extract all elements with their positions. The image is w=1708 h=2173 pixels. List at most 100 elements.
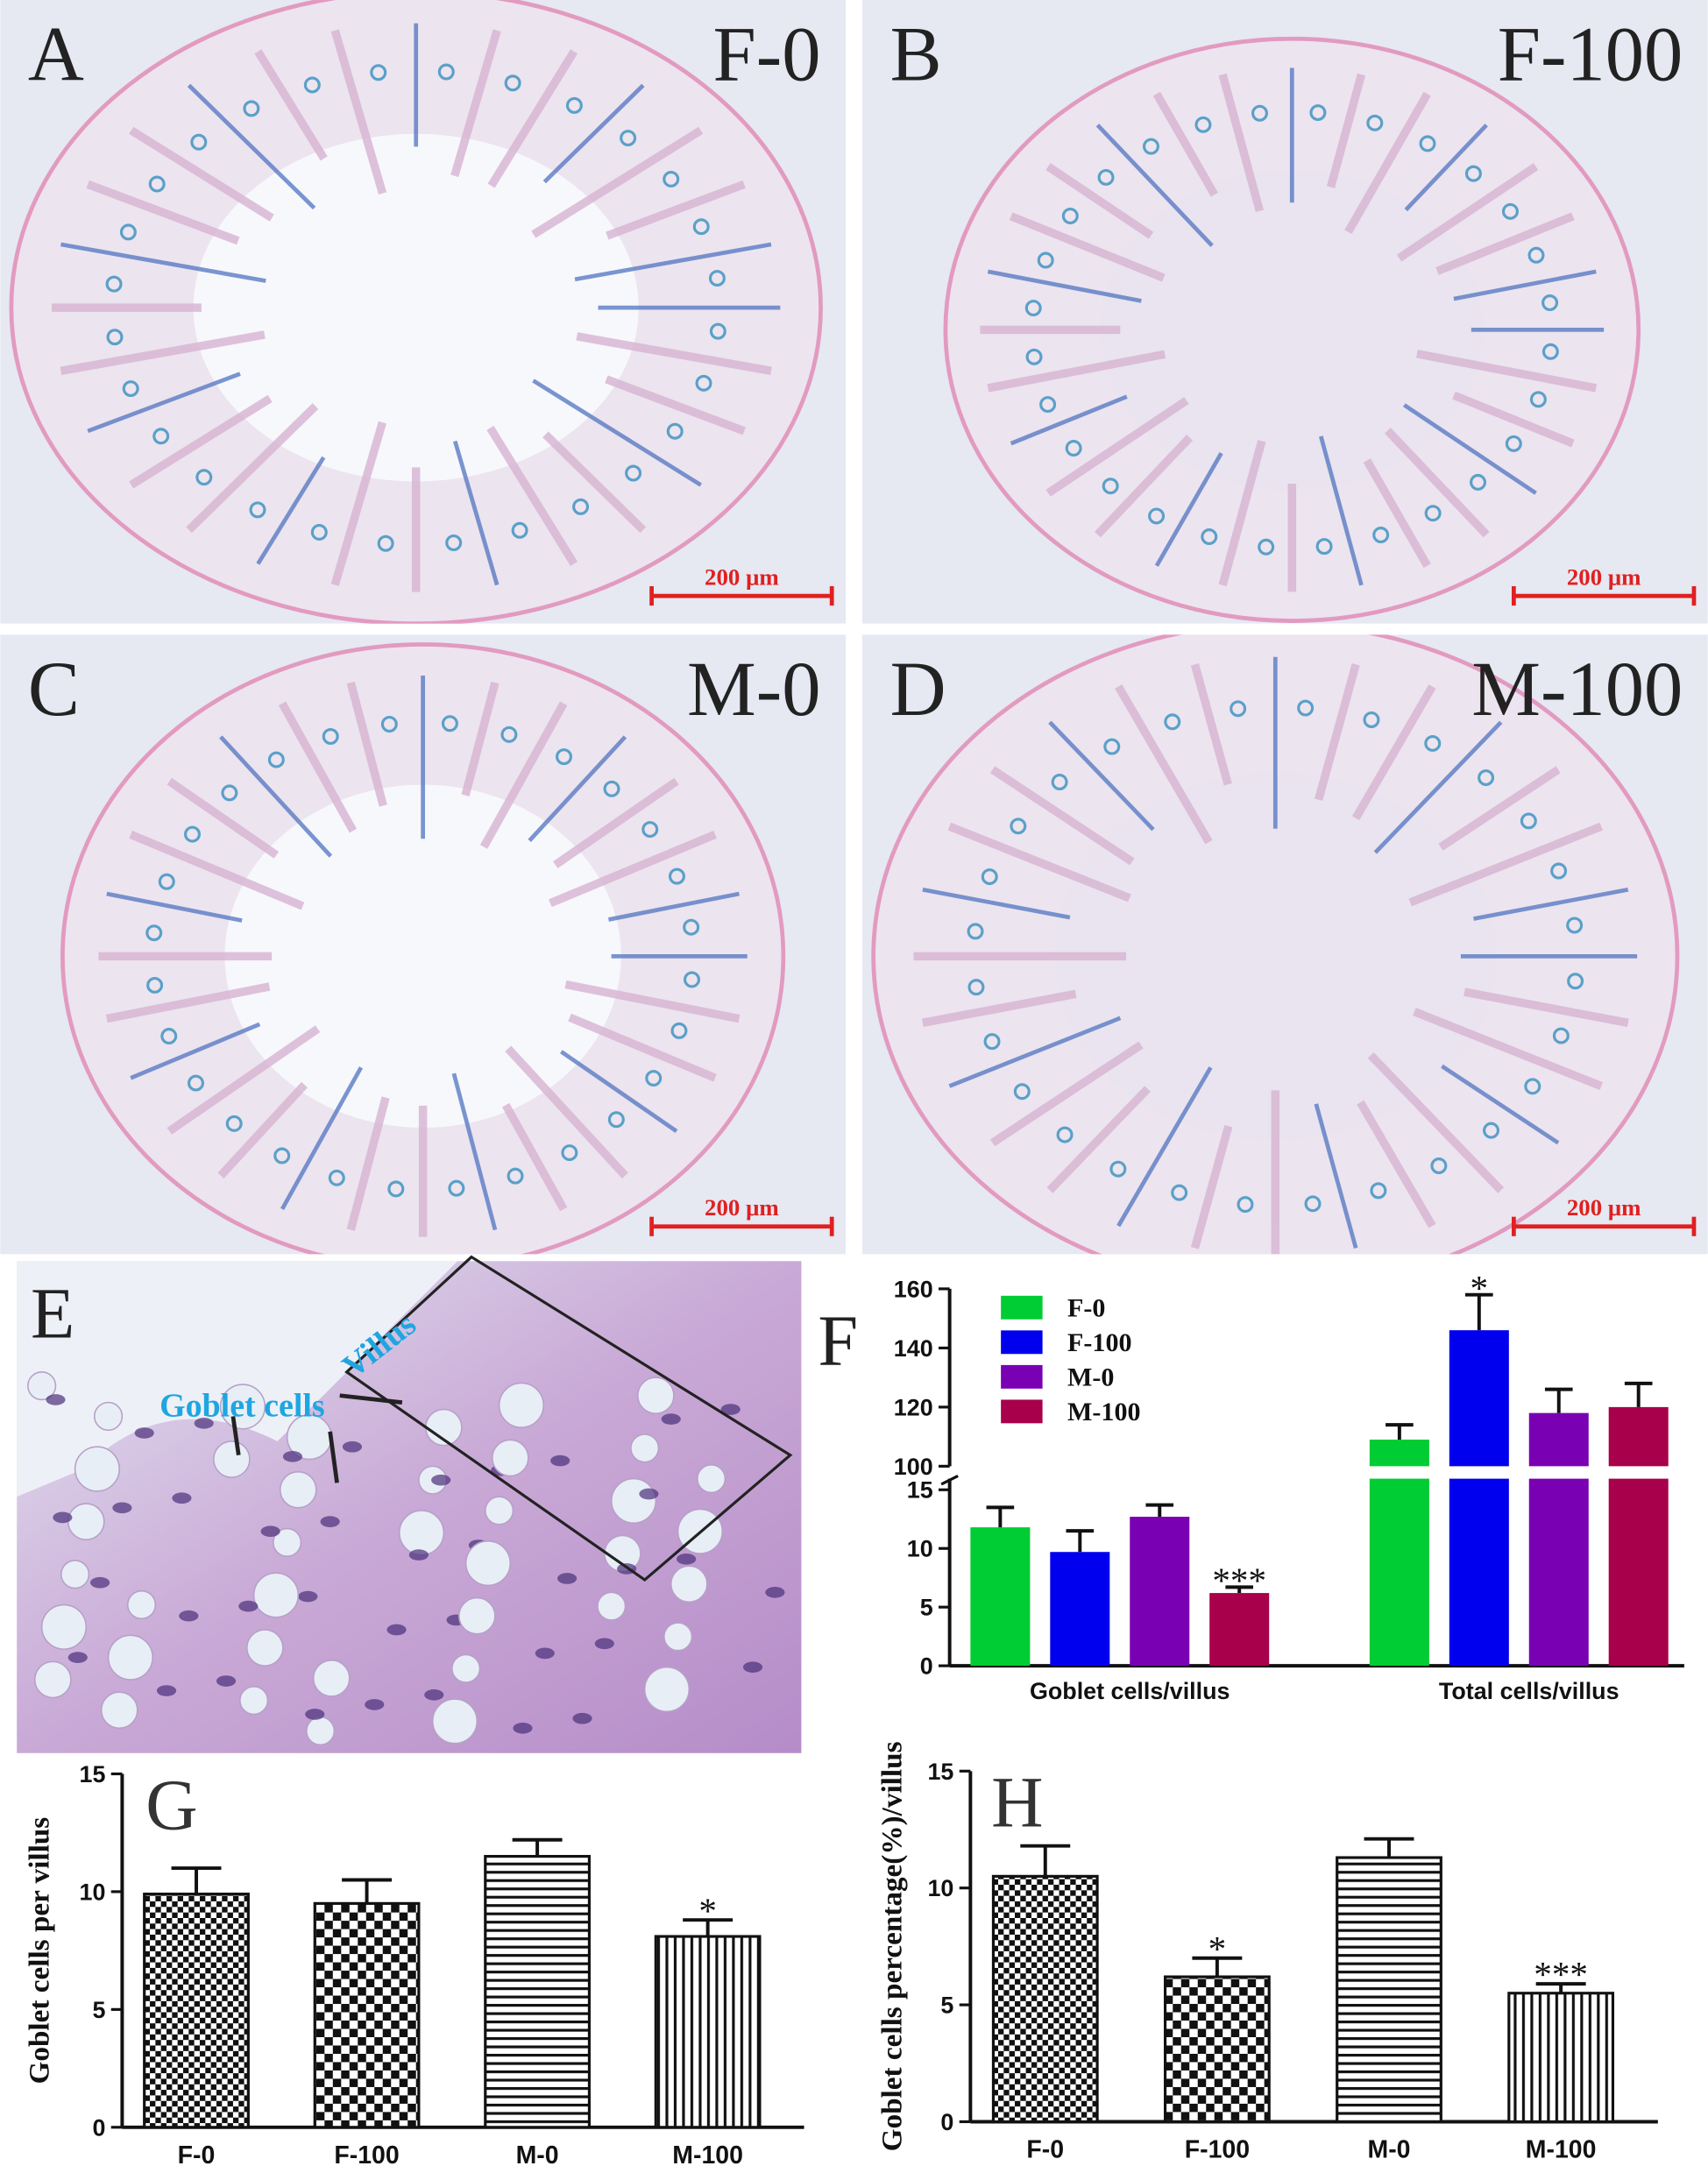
goblet-cell xyxy=(695,374,712,392)
goblet-cell xyxy=(561,1144,578,1162)
goblet-cell xyxy=(126,1589,157,1620)
nucleus xyxy=(550,1455,571,1467)
tissue-fold xyxy=(947,822,1131,902)
goblet-cell xyxy=(692,218,710,236)
nucleus xyxy=(134,1427,154,1439)
tissue-fold xyxy=(1404,124,1488,212)
goblet-cell xyxy=(1013,1083,1031,1101)
goblet-cell xyxy=(74,1446,121,1492)
goblet-cell xyxy=(1171,1184,1188,1201)
tissue-fold xyxy=(1351,684,1436,821)
bar xyxy=(1209,1593,1270,1667)
x-tick-label: F-100 xyxy=(334,2141,399,2169)
tissue-fold xyxy=(106,891,243,923)
y-tick-label: 10 xyxy=(907,1536,933,1562)
tissue-fold xyxy=(1384,428,1490,538)
goblet-cell xyxy=(625,464,642,482)
goblet-cell xyxy=(303,76,321,94)
significance: *** xyxy=(1212,1561,1266,1601)
goblet-cell xyxy=(498,1382,545,1428)
goblet-cell xyxy=(122,380,139,398)
nucleus xyxy=(513,1722,533,1734)
y-tick-label: 5 xyxy=(92,1997,105,2023)
goblet-cell xyxy=(1370,1182,1387,1200)
goblet-cell xyxy=(1237,1196,1254,1214)
goblet-cell xyxy=(645,1070,663,1087)
goblet-cell xyxy=(322,728,339,745)
tissue-fold xyxy=(1441,1064,1560,1145)
tissue-fold xyxy=(1413,1008,1603,1090)
goblet-cell xyxy=(1103,738,1121,755)
goblet-cell xyxy=(610,1477,657,1525)
tissue-fold xyxy=(606,180,746,240)
group-label: F-0 xyxy=(713,12,821,98)
arrow xyxy=(339,1393,403,1405)
tissue-fold xyxy=(479,701,568,849)
tissue-fold xyxy=(989,1041,1144,1147)
significance: * xyxy=(1471,1268,1489,1308)
x-tick-label: F-0 xyxy=(1026,2136,1064,2164)
nucleus xyxy=(572,1712,592,1724)
goblet-cell xyxy=(273,1527,302,1557)
nucleus xyxy=(742,1661,763,1674)
tissue-fold xyxy=(1046,1086,1151,1193)
nucleus xyxy=(67,1652,88,1663)
arrow xyxy=(328,1431,339,1483)
nucleus xyxy=(320,1516,340,1527)
nucleus xyxy=(535,1647,555,1660)
goblet-cell xyxy=(641,821,659,839)
tissue-fold xyxy=(553,777,679,868)
x-tick-label: Goblet cells/villus xyxy=(1030,1678,1230,1704)
y-axis-label: Goblet cells percentage(%)/villus xyxy=(875,1741,908,2151)
goblet-cell xyxy=(160,1028,178,1045)
legend-label: M-100 xyxy=(1067,1397,1140,1426)
y-tick-label: 10 xyxy=(80,1879,106,1905)
goblet-cell xyxy=(464,1540,512,1587)
legend-swatch xyxy=(1001,1399,1043,1424)
goblet-cell xyxy=(643,1666,691,1713)
micrograph xyxy=(0,634,847,1255)
villus-box xyxy=(344,1255,793,1582)
bar xyxy=(991,1874,1099,2124)
goblet-cell xyxy=(1258,538,1275,556)
tissue-fold xyxy=(987,350,1166,393)
goblet-cell xyxy=(1109,1160,1127,1178)
tissue-fold xyxy=(564,980,741,1023)
panel-letter: E xyxy=(31,1273,74,1353)
x-tick-label: M-0 xyxy=(516,2141,559,2169)
tissue-fold xyxy=(1463,987,1629,1028)
tissue-fold xyxy=(568,1013,717,1082)
tissue-fold xyxy=(1218,440,1266,587)
tissue-fold xyxy=(129,830,305,910)
goblet-cell xyxy=(1194,116,1212,133)
tissue-fold xyxy=(1326,73,1366,188)
goblet-cell xyxy=(636,1377,675,1415)
nucleus xyxy=(260,1525,280,1538)
goblet-cell xyxy=(603,780,620,797)
goblet-cell xyxy=(40,1603,88,1650)
goblet-cell xyxy=(983,1033,1001,1051)
bar xyxy=(143,1893,250,2129)
nucleus xyxy=(298,1590,318,1603)
bar xyxy=(654,1935,762,2129)
goblet-cell xyxy=(1566,917,1584,934)
tissue-fold xyxy=(574,242,772,282)
tissue-fold xyxy=(254,49,328,161)
arrow xyxy=(230,1416,241,1456)
tissue-fold xyxy=(451,1072,498,1231)
panel-letter: A xyxy=(28,12,84,98)
goblet-cell xyxy=(684,971,700,988)
y-axis-label: Goblet cells per villus xyxy=(24,1817,56,2085)
goblet-cell xyxy=(145,924,163,942)
tissue-fold xyxy=(1363,458,1431,569)
tissue-fold xyxy=(105,982,271,1023)
goblet-cell xyxy=(696,1463,726,1494)
goblet-cell xyxy=(457,1596,496,1635)
y-tick-label: 0 xyxy=(920,1653,933,1680)
x-tick-label: F-100 xyxy=(1185,2136,1250,2164)
nucleus xyxy=(46,1394,66,1405)
goblet-cell xyxy=(670,1022,688,1039)
tissue-fold xyxy=(219,735,333,858)
goblet-cell xyxy=(187,1074,204,1092)
